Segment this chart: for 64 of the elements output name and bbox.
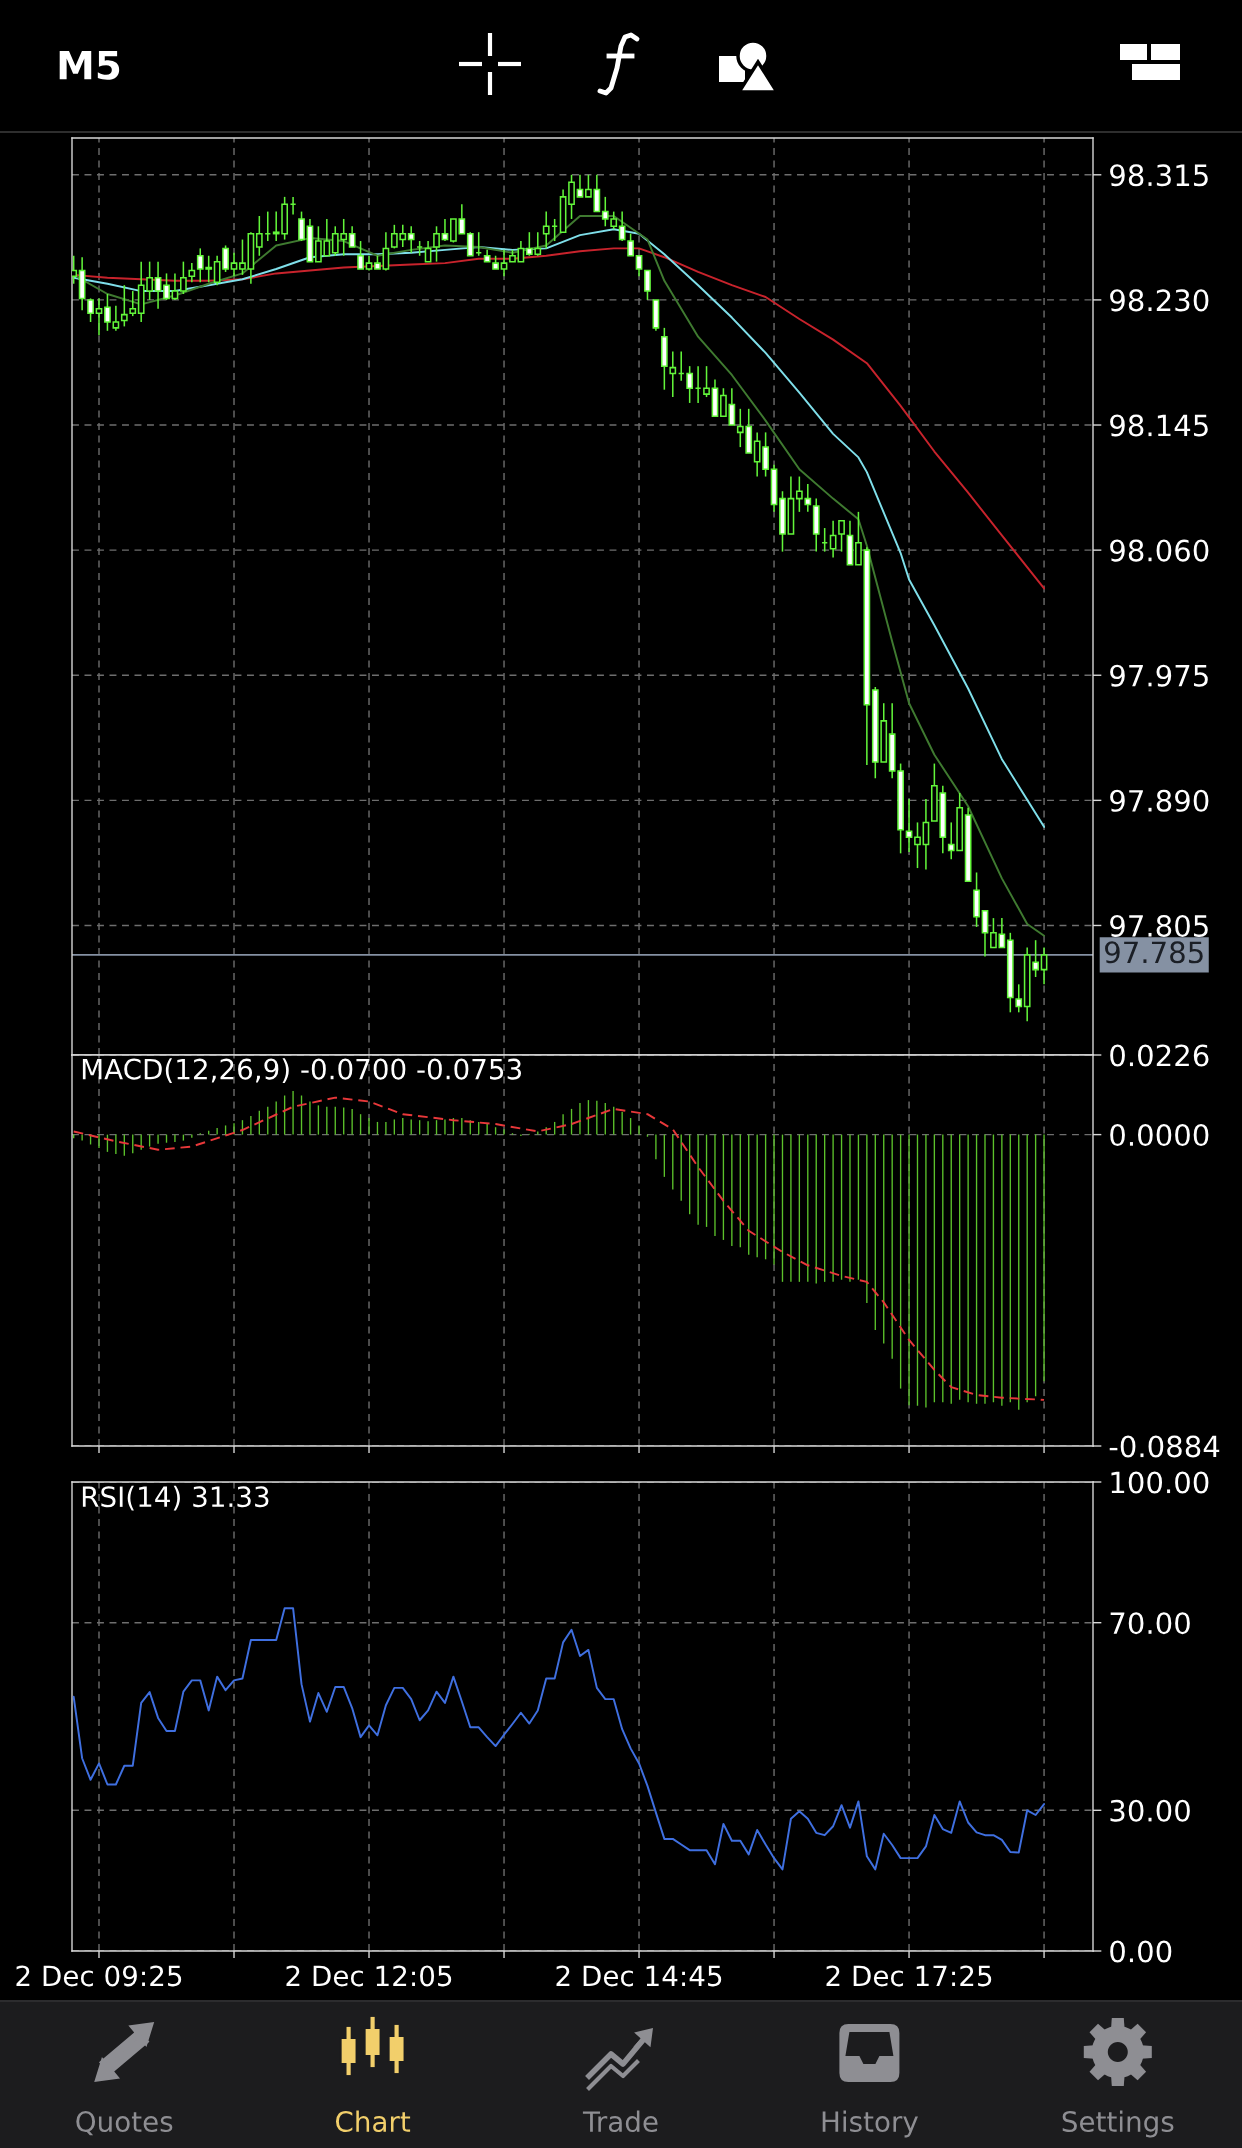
text: Chart — [335, 2110, 411, 2133]
candlestick — [618, 210, 626, 242]
y-tick-label: 97.805 — [1110, 914, 1208, 937]
candlestick — [542, 210, 550, 250]
candlestick — [129, 290, 137, 317]
candlestick — [357, 240, 364, 270]
candlestick — [348, 225, 356, 248]
candlestick — [914, 821, 921, 869]
line-series — [72, 1607, 1046, 1871]
y-tick-label: -0.0884 — [1109, 1435, 1220, 1458]
candlestick — [644, 269, 651, 301]
y-tick-label: 0.0226 — [1110, 1044, 1209, 1067]
y-tick-label: 0.0000 — [1110, 1124, 1209, 1147]
text: Trade — [582, 2110, 658, 2133]
y-tick-label: 0.00 — [1110, 1940, 1172, 1963]
y-tick-label: 98.230 — [1110, 289, 1209, 312]
candlestick — [407, 225, 415, 254]
candlestick — [1040, 946, 1048, 986]
candlestick — [1015, 983, 1023, 1014]
y-tick-label: 100.00 — [1111, 1471, 1209, 1494]
candlestick — [171, 272, 179, 301]
chart-title: RSI(14) 31.33 — [82, 1485, 269, 1511]
x-tick-label: 2 Dec 17:25 — [826, 1965, 992, 1987]
y-tick-label: 97.890 — [1110, 789, 1209, 812]
candlestick — [703, 365, 710, 398]
candlestick — [87, 297, 94, 323]
candlestick — [239, 238, 246, 276]
candlestick — [154, 260, 162, 310]
candlestick — [72, 254, 78, 285]
text: Settings — [1062, 2110, 1174, 2138]
candlestick — [163, 272, 170, 301]
candlestick — [669, 350, 677, 398]
candlestick — [180, 260, 187, 295]
x-tick-label: 2 Dec 09:25 — [16, 1965, 182, 1987]
candlestick — [95, 297, 103, 337]
candlestick — [838, 519, 845, 553]
candlestick — [230, 252, 238, 278]
candlestick — [120, 284, 128, 328]
candlestick — [981, 909, 989, 958]
candlestick — [568, 174, 575, 220]
candlestick — [635, 254, 643, 278]
y-tick-label: 97.975 — [1110, 664, 1208, 687]
candlestick — [576, 174, 584, 198]
candlestick — [298, 210, 305, 242]
candlestick — [627, 232, 634, 257]
candlestick — [188, 262, 196, 284]
text: Quotes — [76, 2111, 173, 2136]
x-tick-label: 2 Dec 12:05 — [286, 1965, 452, 1987]
ref-line-label: 97.785 — [1105, 941, 1203, 964]
text: History — [822, 2110, 918, 2138]
y-tick-label: 70.00 — [1110, 1612, 1190, 1635]
y-tick-label: 98.315 — [1110, 164, 1208, 187]
text: M5 — [59, 50, 120, 80]
candlestick — [433, 225, 440, 263]
y-tick-label: 30.00 — [1110, 1799, 1190, 1822]
candlestick — [382, 231, 390, 272]
y-tick-label: 98.060 — [1110, 539, 1209, 562]
candlestick — [466, 231, 474, 257]
x-tick-label: 2 Dec 14:45 — [556, 1965, 722, 1987]
candlestick — [686, 365, 694, 404]
candlestick — [500, 249, 508, 278]
y-tick-label: 98.145 — [1110, 414, 1208, 437]
chart-title: MACD(12,26,9) -0.0700 -0.0753 — [82, 1058, 522, 1083]
candlestick — [255, 215, 263, 257]
